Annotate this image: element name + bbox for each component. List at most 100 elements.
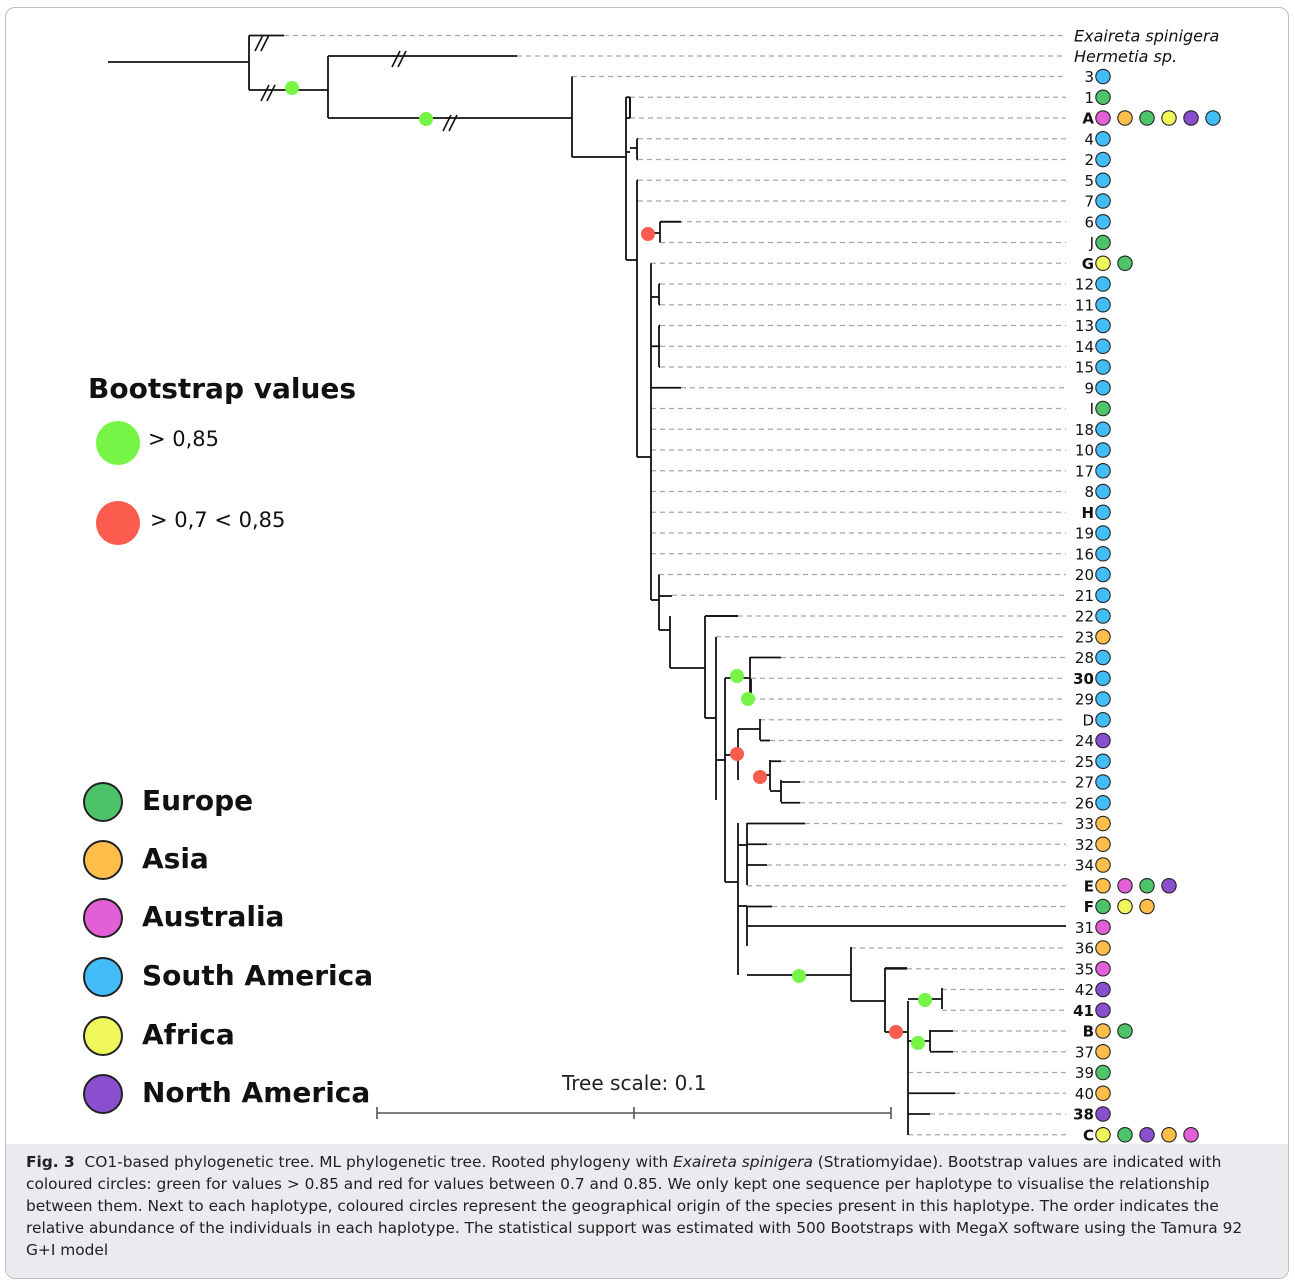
haplotype-label: 13: [1075, 317, 1094, 335]
origin-marker: [1183, 110, 1199, 126]
origin-marker: [1095, 504, 1111, 520]
origin-marker: [1095, 214, 1111, 230]
branch-break-mark: [254, 34, 264, 52]
origin-marker: [1117, 898, 1133, 915]
bootstrap-mid-label: > 0,7 < 0,85: [150, 508, 286, 532]
figure-caption: Fig. 3 CO1-based phylogenetic tree. ML p…: [26, 1151, 1276, 1261]
haplotype-label: 6: [1084, 213, 1094, 231]
origin-marker: [1117, 877, 1133, 894]
haplotype-label: 18: [1075, 421, 1094, 439]
bootstrap-node-marker: [641, 227, 655, 241]
origin-marker: [1095, 276, 1111, 292]
branch-break-mark: [260, 34, 270, 52]
haplotype-label: 4: [1084, 130, 1094, 148]
haplotype-label: 22: [1075, 608, 1094, 626]
origin-marker: [1117, 1127, 1133, 1143]
origin-marker: [1095, 877, 1111, 894]
origin-marker: [1095, 794, 1111, 811]
haplotype-label: 40: [1075, 1085, 1094, 1103]
haplotype-label: A: [1082, 110, 1094, 128]
origin-markers: [1095, 68, 1221, 1143]
origin-marker: [1139, 898, 1155, 915]
region-label: Australia: [142, 900, 285, 933]
haplotype-label: 33: [1075, 815, 1094, 833]
branch-break-mark: [266, 84, 276, 102]
origin-marker: [1161, 110, 1177, 126]
origin-marker: [1117, 1023, 1133, 1039]
haplotype-label: 30: [1073, 670, 1094, 688]
haplotype-label: 2: [1084, 151, 1094, 169]
origin-marker: [1095, 1044, 1111, 1060]
origin-marker: [1095, 545, 1111, 562]
origin-marker: [1095, 566, 1111, 583]
origin-marker: [1095, 359, 1111, 375]
origin-marker: [1095, 981, 1111, 998]
origin-marker: [1117, 255, 1133, 271]
region-label: Asia: [142, 842, 209, 875]
origin-marker: [1095, 691, 1111, 707]
haplotype-label: 28: [1075, 649, 1094, 667]
figure-frame: [5, 7, 1289, 1279]
bootstrap-high-label: > 0,85: [148, 427, 220, 451]
origin-marker: [1095, 1002, 1111, 1018]
haplotype-label: 25: [1075, 753, 1094, 771]
origin-marker: [1095, 587, 1111, 603]
origin-marker: [1183, 1127, 1199, 1143]
haplotype-label: 20: [1075, 566, 1094, 584]
region-label: North America: [142, 1076, 371, 1109]
origin-marker: [1095, 608, 1111, 624]
origin-marker: [1095, 1023, 1111, 1039]
outgroup-label: Exaireta spinigera: [1074, 27, 1219, 46]
origin-marker: [1095, 1064, 1111, 1081]
haplotype-label: 16: [1075, 545, 1094, 563]
origin-marker: [1095, 1127, 1111, 1143]
region-swatch: [83, 1016, 123, 1056]
figure-number: Fig. 3: [26, 1153, 75, 1171]
origin-marker: [1095, 628, 1111, 645]
region-label: South America: [142, 959, 374, 992]
haplotype-label: J: [1089, 234, 1094, 252]
origin-marker: [1095, 172, 1111, 189]
haplotype-label: 39: [1075, 1064, 1094, 1082]
origin-marker: [1095, 442, 1111, 458]
origin-marker: [1095, 317, 1111, 334]
bootstrap-node-marker: [911, 1036, 925, 1050]
origin-marker: [1095, 400, 1111, 417]
origin-marker: [1139, 110, 1155, 126]
region-swatch: [83, 1074, 123, 1114]
branch-break-mark: [442, 114, 452, 132]
haplotype-label: 19: [1075, 525, 1094, 543]
haplotype-label: H: [1081, 504, 1094, 522]
haplotype-label: 27: [1075, 774, 1094, 792]
haplotype-label: C: [1083, 1126, 1094, 1144]
bootstrap-node-marker: [889, 1025, 903, 1039]
haplotype-label: 34: [1075, 857, 1094, 875]
origin-marker: [1095, 711, 1111, 728]
haplotype-label: 9: [1084, 379, 1094, 397]
outgroup-label: Hermetia sp.: [1074, 47, 1177, 66]
haplotype-label: 23: [1075, 628, 1094, 646]
haplotype-label: 3: [1084, 68, 1094, 86]
bootstrap-node-marker: [918, 993, 932, 1007]
origin-marker: [1095, 421, 1111, 437]
bootstrap-node-marker: [419, 112, 433, 126]
region-label: Europe: [142, 784, 254, 817]
bootstrap-node-marker: [741, 692, 755, 706]
origin-marker: [1095, 193, 1111, 209]
origin-marker: [1095, 1085, 1111, 1102]
tree-scale-bar: [376, 1107, 892, 1119]
origin-marker: [1095, 483, 1111, 500]
bootstrap-node-marker: [792, 969, 806, 983]
bootstrap-node-marker: [753, 770, 767, 784]
origin-marker: [1161, 1127, 1177, 1143]
origin-marker: [1095, 940, 1111, 956]
tree-scale-label: Tree scale: 0.1: [562, 1071, 707, 1095]
bootstrap-node-marker: [730, 669, 744, 683]
branch-break-mark: [397, 50, 407, 68]
haplotype-label: I: [1090, 400, 1094, 418]
haplotype-label: 7: [1084, 193, 1094, 211]
haplotype-label: E: [1084, 877, 1094, 895]
haplotype-label: 26: [1075, 794, 1094, 812]
origin-marker: [1095, 68, 1111, 85]
